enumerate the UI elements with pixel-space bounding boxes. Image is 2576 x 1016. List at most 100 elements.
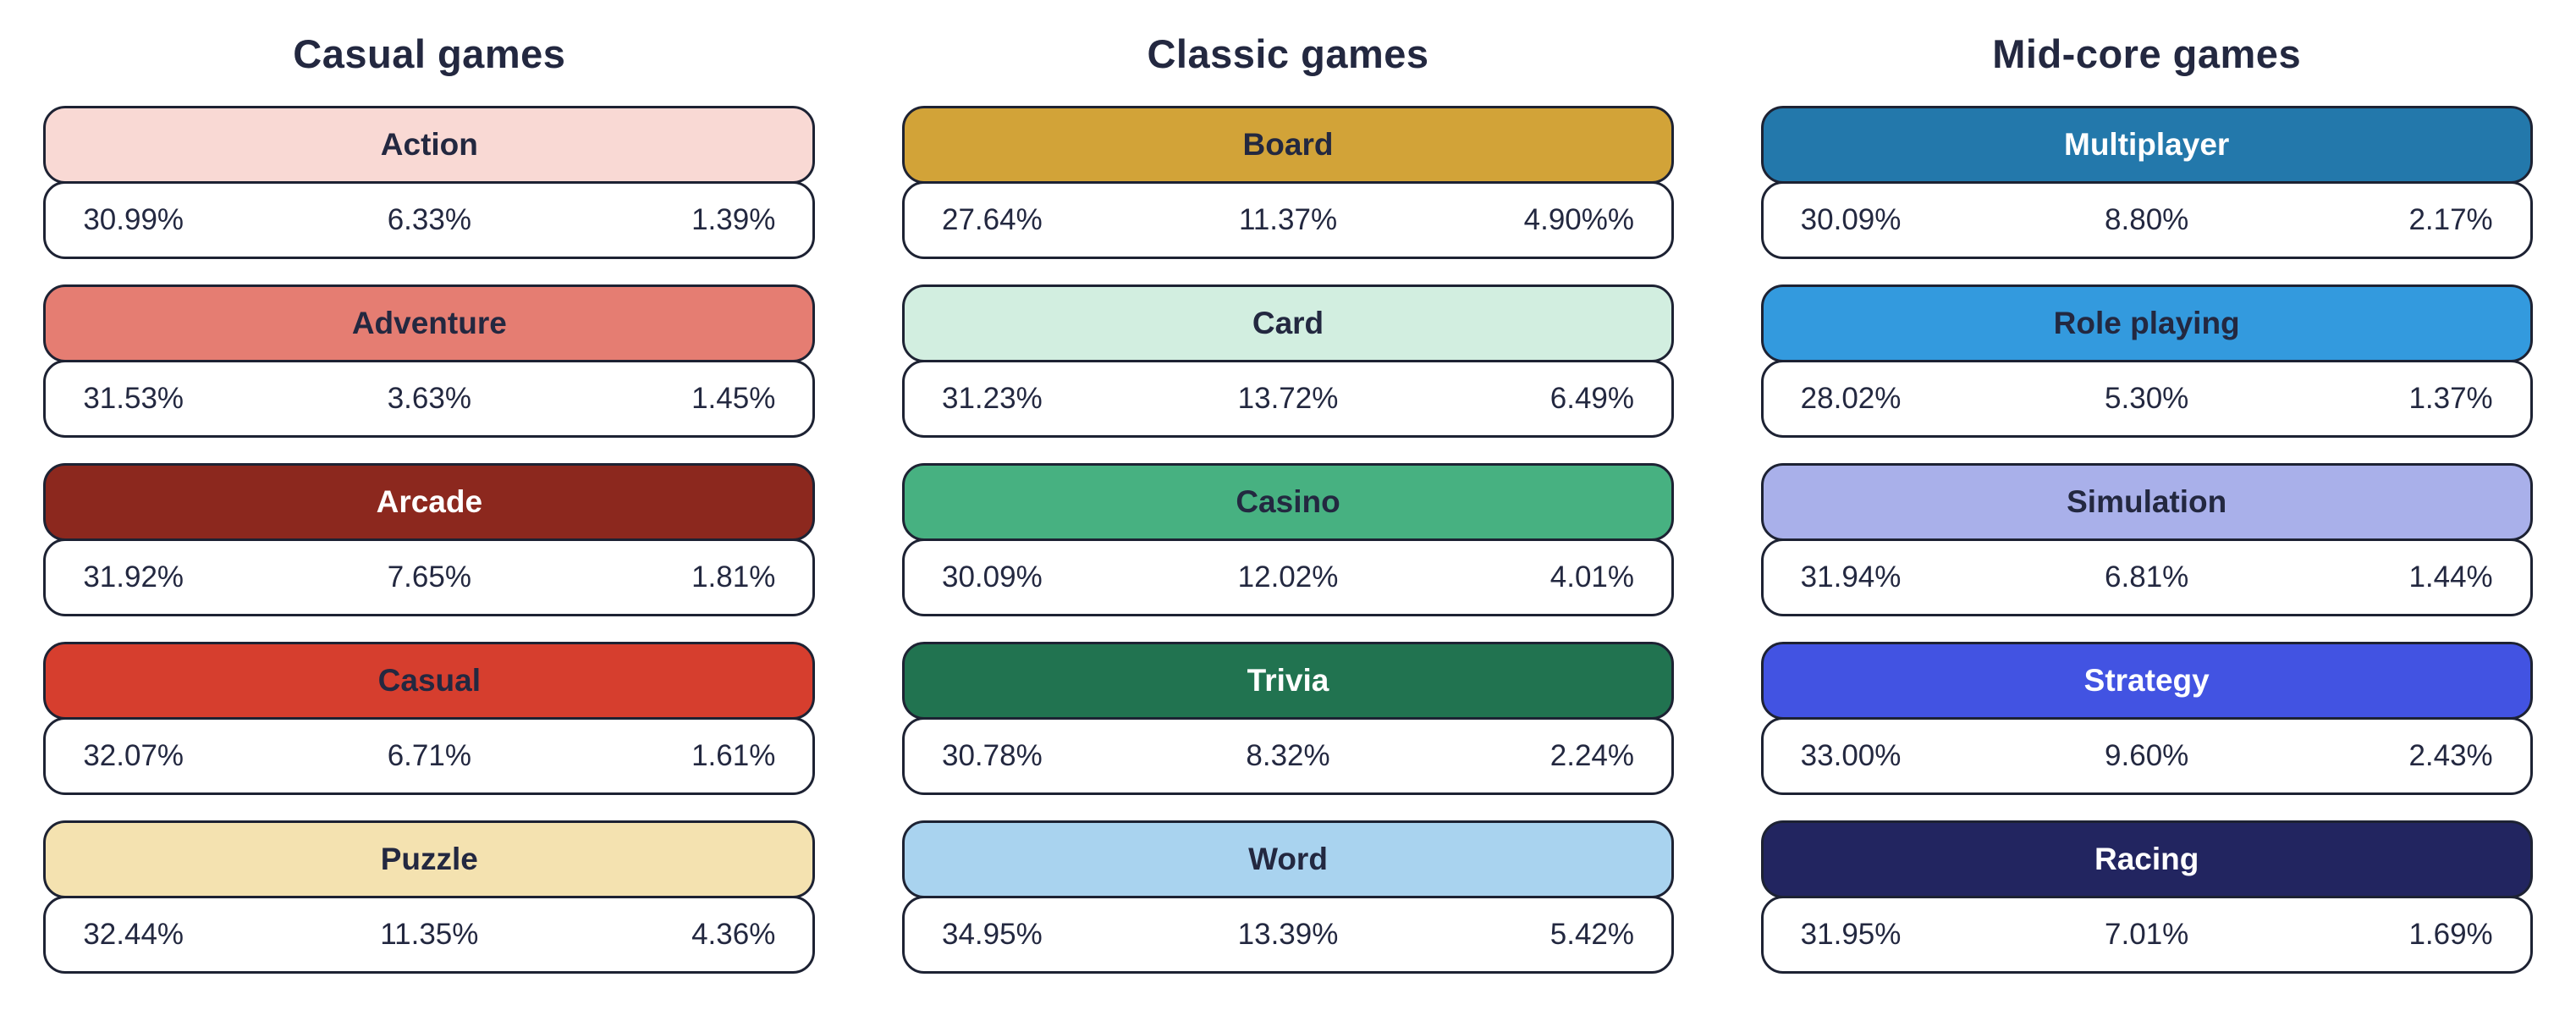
category-block-simulation: Simulation 31.94% 6.81% 1.44%: [1760, 463, 2533, 616]
category-values-casual: 32.07% 6.71% 1.61%: [43, 717, 816, 795]
category-block-casino: Casino 30.09% 12.02% 4.01%: [902, 463, 1674, 616]
category-label: Board: [1242, 127, 1334, 162]
category-values-role-playing: 28.02% 5.30% 1.37%: [1760, 360, 2533, 438]
category-header-trivia: Trivia: [902, 642, 1674, 720]
value-left: 30.09%: [942, 560, 1043, 594]
value-mid: 12.02%: [1237, 560, 1339, 594]
value-right: 1.45%: [691, 382, 776, 415]
value-mid: 6.71%: [387, 739, 471, 772]
category-label: Casino: [1236, 484, 1340, 519]
value-mid: 7.01%: [2105, 918, 2189, 951]
value-left: 31.92%: [83, 560, 184, 594]
category-label: Strategy: [2083, 663, 2210, 698]
category-header-word: Word: [902, 820, 1674, 898]
value-left: 31.23%: [942, 382, 1043, 415]
value-left: 31.53%: [83, 382, 184, 415]
category-block-adventure: Adventure 31.53% 3.63% 1.45%: [43, 284, 816, 438]
category-block-strategy: Strategy 33.00% 9.60% 2.43%: [1760, 642, 2533, 795]
value-mid: 8.80%: [2105, 203, 2189, 236]
value-left: 33.00%: [1800, 739, 1902, 772]
value-right: 1.69%: [2408, 918, 2493, 951]
category-values-multiplayer: 30.09% 8.80% 2.17%: [1760, 181, 2533, 259]
category-label: Trivia: [1247, 663, 1329, 698]
category-label: Puzzle: [380, 842, 478, 876]
category-header-casino: Casino: [902, 463, 1674, 541]
category-label: Card: [1252, 306, 1324, 340]
category-values-puzzle: 32.44% 11.35% 4.36%: [43, 896, 816, 974]
column-mid-core-games: Mid-core games Multiplayer 30.09% 8.80% 2.1…: [1717, 0, 2576, 1016]
value-mid: 13.39%: [1237, 918, 1339, 951]
value-left: 30.78%: [942, 739, 1043, 772]
value-right: 2.17%: [2408, 203, 2493, 236]
category-values-strategy: 33.00% 9.60% 2.43%: [1760, 717, 2533, 795]
value-mid: 9.60%: [2105, 739, 2189, 772]
category-label: Action: [380, 127, 478, 162]
category-values-board: 27.64% 11.37% 4.90%%: [902, 181, 1674, 259]
category-block-multiplayer: Multiplayer 30.09% 8.80% 2.17%: [1760, 106, 2533, 259]
value-right: 4.01%: [1549, 560, 1635, 594]
value-right: 1.37%: [2408, 382, 2493, 415]
value-mid: 6.33%: [387, 203, 471, 236]
category-block-arcade: Arcade 31.92% 7.65% 1.81%: [43, 463, 816, 616]
column-title-classic-games: Classic games: [1147, 31, 1429, 76]
category-block-trivia: Trivia 30.78% 8.32% 2.24%: [902, 642, 1674, 795]
value-right: 1.44%: [2408, 560, 2493, 594]
category-header-arcade: Arcade: [43, 463, 816, 541]
category-header-casual: Casual: [43, 642, 816, 720]
column-title-casual-games: Casual games: [293, 31, 566, 76]
value-left: 30.99%: [83, 203, 184, 236]
value-mid: 8.32%: [1246, 739, 1330, 772]
category-label: Role playing: [2053, 306, 2240, 340]
value-left: 32.44%: [83, 918, 184, 951]
value-left: 32.07%: [83, 739, 184, 772]
column-blocks-casual-games: Action 30.99% 6.33% 1.39% Adventure 31.53% 3.6…: [43, 106, 816, 974]
value-right: 4.36%: [691, 918, 776, 951]
value-mid: 13.72%: [1237, 382, 1339, 415]
category-values-simulation: 31.94% 6.81% 1.44%: [1760, 538, 2533, 616]
category-header-action: Action: [43, 106, 816, 184]
category-values-casino: 30.09% 12.02% 4.01%: [902, 538, 1674, 616]
value-mid: 11.35%: [380, 918, 479, 951]
column-blocks-classic-games: Board 27.64% 11.37% 4.90%% Card 31.23% 13.72% 6…: [902, 106, 1674, 974]
category-label: Casual: [377, 663, 481, 698]
category-block-role-playing: Role playing 28.02% 5.30% 1.37%: [1760, 284, 2533, 438]
value-left: 30.09%: [1800, 203, 1902, 236]
category-block-board: Board 27.64% 11.37% 4.90%%: [902, 106, 1674, 259]
category-values-racing: 31.95% 7.01% 1.69%: [1760, 896, 2533, 974]
category-label: Adventure: [351, 306, 507, 340]
category-label: Multiplayer: [2064, 127, 2230, 162]
category-header-role-playing: Role playing: [1760, 284, 2533, 362]
category-values-word: 34.95% 13.39% 5.42%: [902, 896, 1674, 974]
value-left: 28.02%: [1800, 382, 1902, 415]
value-right: 1.61%: [691, 739, 776, 772]
value-mid: 5.30%: [2105, 382, 2189, 415]
value-mid: 11.37%: [1238, 203, 1338, 236]
category-header-puzzle: Puzzle: [43, 820, 816, 898]
category-block-action: Action 30.99% 6.33% 1.39%: [43, 106, 816, 259]
category-values-action: 30.99% 6.33% 1.39%: [43, 181, 816, 259]
category-block-word: Word 34.95% 13.39% 5.42%: [902, 820, 1674, 974]
category-header-multiplayer: Multiplayer: [1760, 106, 2533, 184]
value-mid: 7.65%: [387, 560, 471, 594]
value-left: 31.95%: [1800, 918, 1902, 951]
value-right: 6.49%: [1549, 382, 1635, 415]
value-right: 2.43%: [2408, 739, 2493, 772]
category-label: Arcade: [376, 484, 483, 519]
category-header-racing: Racing: [1760, 820, 2533, 898]
column-classic-games: Classic games Board 27.64% 11.37% 4.90%% Car…: [859, 0, 1718, 1016]
category-values-adventure: 31.53% 3.63% 1.45%: [43, 360, 816, 438]
category-block-casual: Casual 32.07% 6.71% 1.61%: [43, 642, 816, 795]
category-header-card: Card: [902, 284, 1674, 362]
category-header-adventure: Adventure: [43, 284, 816, 362]
value-right: 4.90%%: [1523, 203, 1635, 236]
value-mid: 3.63%: [387, 382, 471, 415]
category-label: Racing: [2094, 842, 2199, 876]
category-header-strategy: Strategy: [1760, 642, 2533, 720]
value-right: 1.81%: [691, 560, 776, 594]
column-title-mid-core-games: Mid-core games: [1992, 31, 2302, 76]
value-mid: 6.81%: [2105, 560, 2189, 594]
category-block-card: Card 31.23% 13.72% 6.49%: [902, 284, 1674, 438]
category-header-board: Board: [902, 106, 1674, 184]
category-values-trivia: 30.78% 8.32% 2.24%: [902, 717, 1674, 795]
column-casual-games: Casual games Action 30.99% 6.33% 1.39% Adven…: [0, 0, 859, 1016]
